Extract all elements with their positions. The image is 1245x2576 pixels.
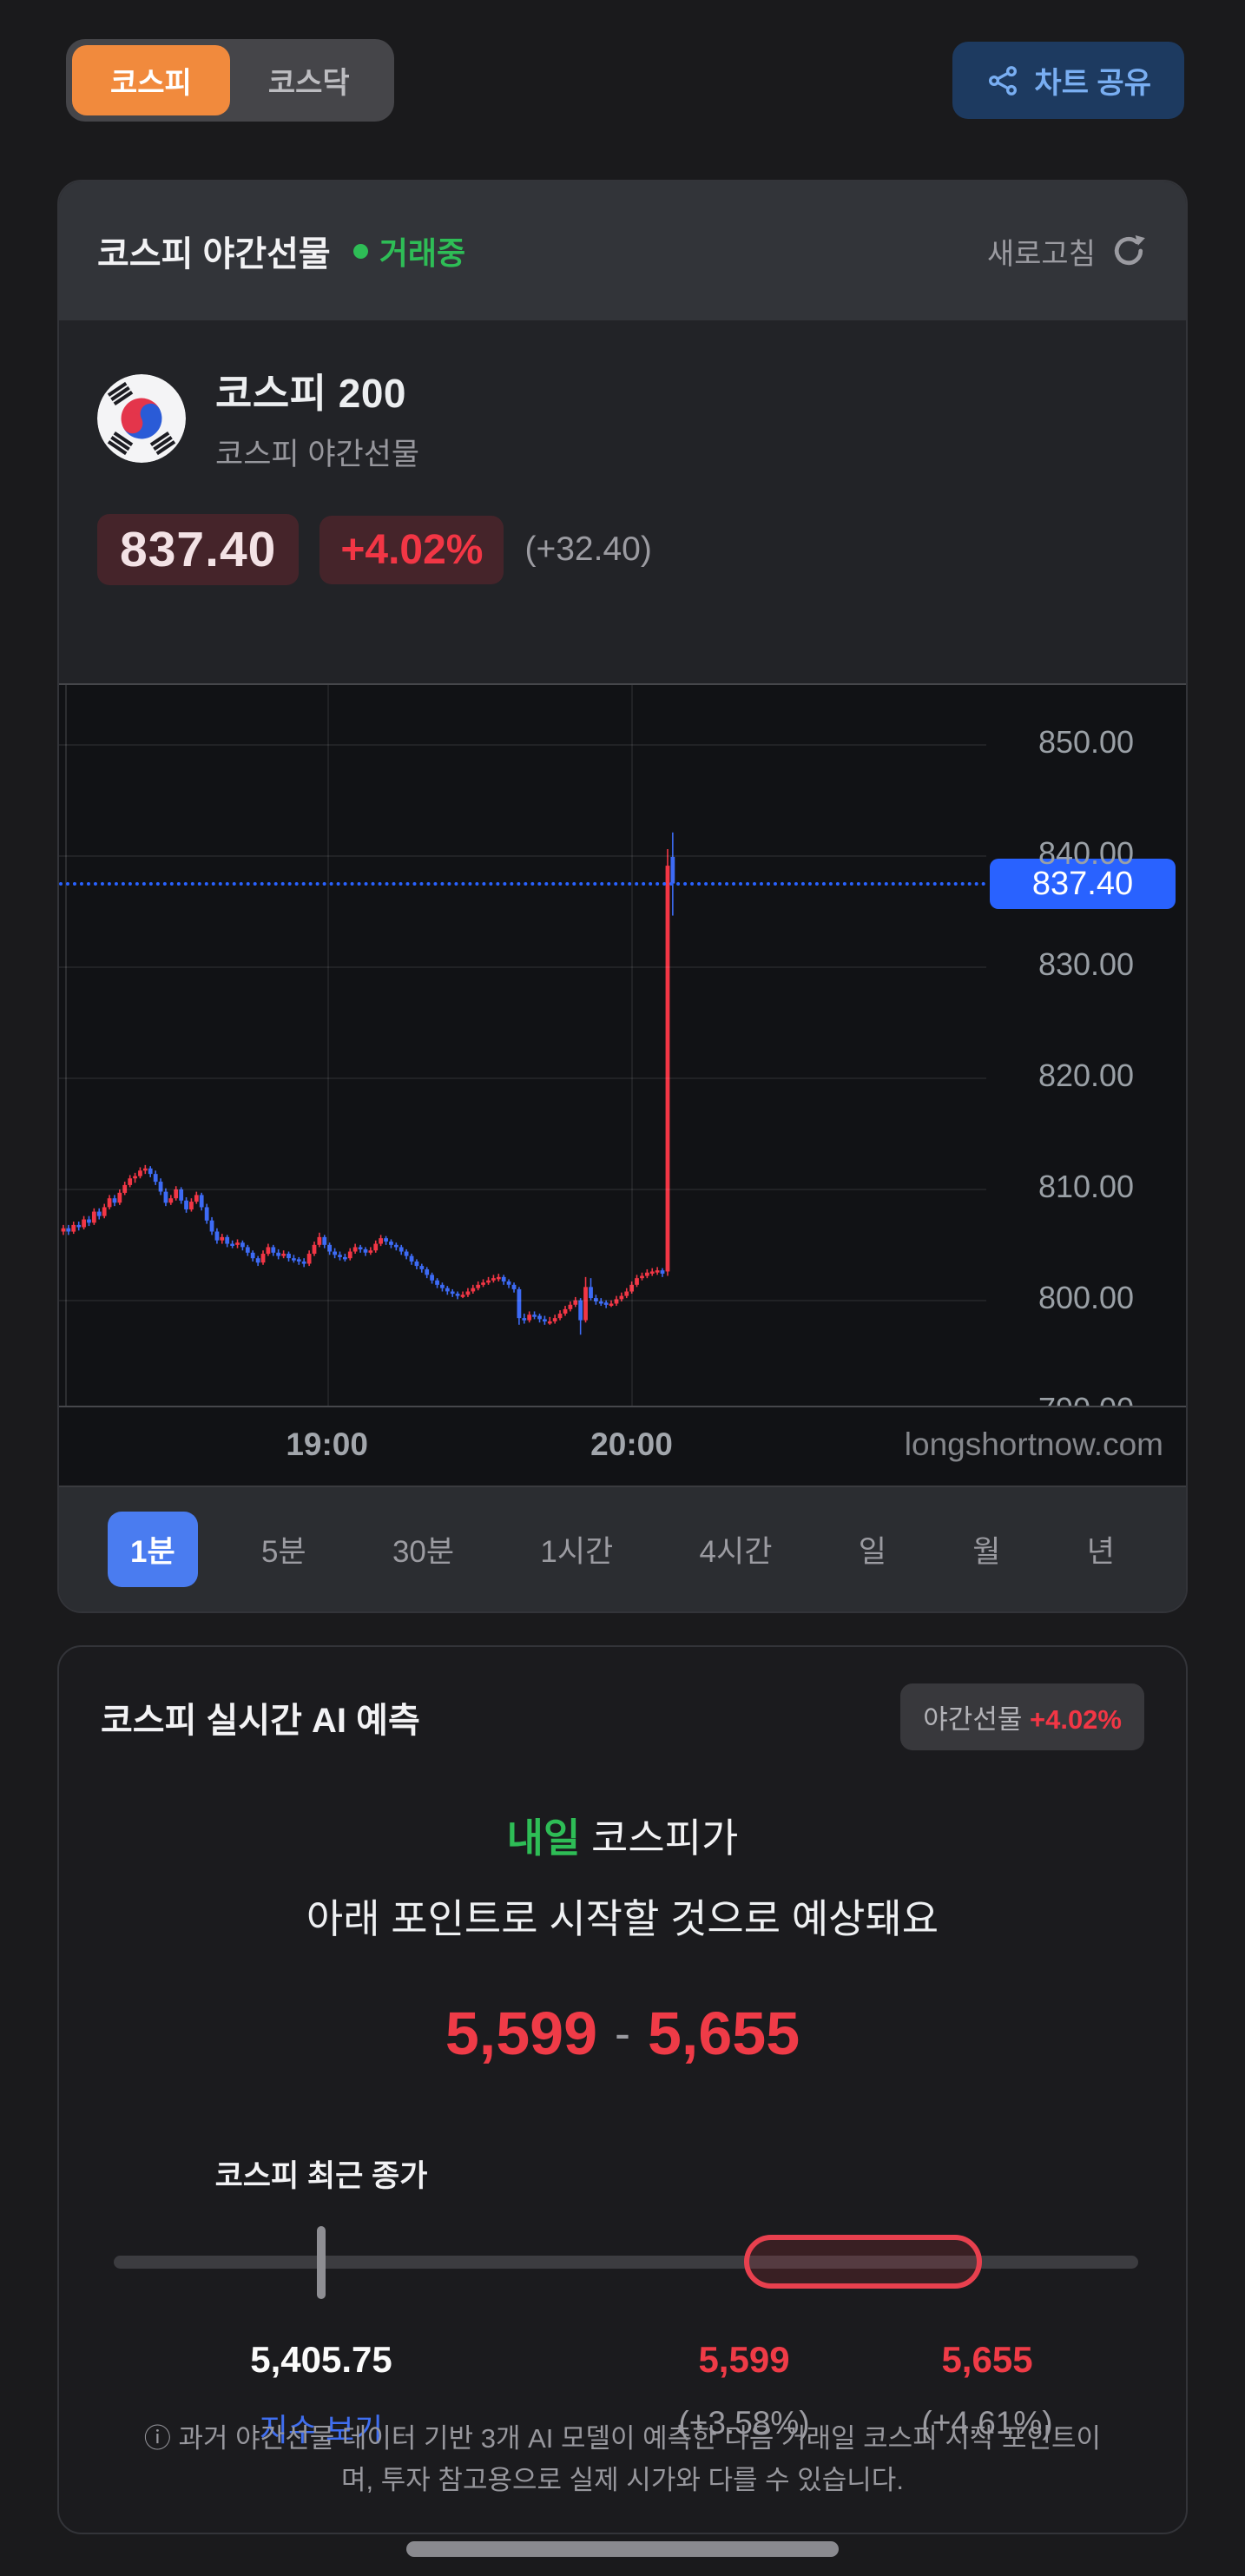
y-axis-tick: 820.00 xyxy=(1038,1057,1135,1093)
ai-prediction-card: 코스피 실시간 AI 예측 야간선물 +4.02% 내일 코스피가 아래 포인트… xyxy=(57,1645,1188,2534)
timeframe-30m[interactable]: 30분 xyxy=(370,1512,477,1587)
instrument-summary: 코스피 200 코스피 야간선물 837.40 +4.02% (+32.40) xyxy=(59,320,1186,683)
card-title: 코스피 야간선물 xyxy=(97,235,331,273)
y-axis-tick: 850.00 xyxy=(1038,723,1135,760)
time-axis[interactable]: longshortnow.com 19:00 20:00 xyxy=(59,1406,1186,1486)
price-axis[interactable]: 837.40 850.00 840.00 830.00 820.00 810.00 800… xyxy=(986,685,1186,1406)
y-axis-tick: 790.00 xyxy=(986,1391,1186,1406)
instrument-name: 코스피 200 xyxy=(215,371,406,416)
timeframe-month[interactable]: 월 xyxy=(950,1512,1023,1587)
prediction-headline: 내일 코스피가 xyxy=(506,1815,739,1861)
futures-card-header: 코스피 야간선물 거래중 새로고침 xyxy=(59,181,1186,320)
timeframe-year[interactable]: 년 xyxy=(1064,1512,1137,1587)
view-index-link[interactable]: 지수 보기 xyxy=(259,2412,384,2448)
prediction-slider: 코스피 최근 종가 5,405.75 5,599 5,655 지수 보기 (+3… xyxy=(101,2151,1144,2464)
night-futures-badge: 야간선물 +4.02% xyxy=(900,1683,1144,1750)
last-close-value: 5,405.75 xyxy=(250,2339,392,2380)
timeframe-1m[interactable]: 1분 xyxy=(108,1512,198,1587)
futures-card: 코스피 야간선물 거래중 새로고침 xyxy=(57,180,1188,1613)
watermark: longshortnow.com xyxy=(904,1426,1163,1462)
x-axis-tick: 20:00 xyxy=(590,1426,673,1462)
slider-track[interactable] xyxy=(114,2256,1138,2269)
share-icon xyxy=(985,63,1020,98)
chart-share-button[interactable]: 차트 공유 xyxy=(952,42,1184,119)
home-indicator[interactable] xyxy=(406,2541,839,2557)
ai-card-title: 코스피 실시간 AI 예측 xyxy=(101,1702,420,1740)
instrument-subtitle: 코스피 야간선물 xyxy=(215,438,420,471)
current-price-tag: 837.40 xyxy=(990,859,1176,910)
trading-status: 거래중 xyxy=(379,235,466,271)
candles-layer xyxy=(61,832,675,1335)
timeframe-5m[interactable]: 5분 xyxy=(239,1512,329,1587)
trading-status-dot xyxy=(352,243,368,259)
top-bar: 코스피 코스닥 차트 공유 xyxy=(0,0,1245,122)
range-high-percent: (+4.61%) xyxy=(921,2405,1053,2441)
y-axis-tick: 840.00 xyxy=(1038,834,1135,871)
range-low-percent: (+3.58%) xyxy=(678,2405,810,2441)
predicted-range-pill[interactable] xyxy=(744,2235,982,2289)
refresh-label: 새로고침 xyxy=(986,237,1096,271)
candlestick-chart[interactable]: 837.40 850.00 840.00 830.00 820.00 810.00 800… xyxy=(59,683,1186,1406)
chart-plot-area[interactable] xyxy=(59,685,986,1406)
market-tab-switcher: 코스피 코스닥 xyxy=(66,39,394,122)
badge-percent: +4.02% xyxy=(1029,1704,1122,1735)
timeframe-day[interactable]: 일 xyxy=(836,1512,909,1587)
share-label: 차트 공유 xyxy=(1034,67,1151,100)
tab-kospi[interactable]: 코스피 xyxy=(72,45,230,115)
timeframe-1h[interactable]: 1시간 xyxy=(517,1512,636,1587)
tab-kosdaq[interactable]: 코스닥 xyxy=(230,45,388,115)
y-axis-tick: 810.00 xyxy=(1038,1168,1135,1204)
range-high: 5,655 xyxy=(647,2000,800,2067)
timeframe-selector: 1분 5분 30분 1시간 4시간 일 월 년 xyxy=(59,1486,1186,1611)
timeframe-4h[interactable]: 4시간 xyxy=(677,1512,795,1587)
range-high-value: 5,655 xyxy=(941,2339,1033,2380)
last-close-marker[interactable] xyxy=(317,2226,326,2299)
prediction-headline-2: 아래 포인트로 시작할 것으로 예상돼요 xyxy=(306,1896,939,1941)
range-low: 5,599 xyxy=(445,2000,597,2067)
y-axis-tick: 800.00 xyxy=(1038,1279,1135,1315)
change-absolute: (+32.40) xyxy=(524,530,652,568)
korea-flag-icon xyxy=(97,373,186,463)
x-axis-tick: 19:00 xyxy=(286,1426,368,1462)
refresh-icon[interactable] xyxy=(1110,232,1148,270)
change-percent-badge: +4.02% xyxy=(319,515,504,584)
predicted-range: 5,599-5,655 xyxy=(445,2000,800,2067)
headline-highlight: 내일 xyxy=(506,1815,581,1861)
last-close-label: 코스피 최근 종가 xyxy=(214,2159,428,2193)
current-price-line xyxy=(59,882,986,886)
current-price-badge: 837.40 xyxy=(97,514,300,585)
ai-disclaimer: ⓘ 과거 야간선물 데이터 기반 3개 AI 모델이 예측한 다음 거래일 코스… xyxy=(143,2422,1102,2495)
range-low-value: 5,599 xyxy=(698,2339,790,2380)
y-axis-tick: 830.00 xyxy=(1038,945,1135,982)
